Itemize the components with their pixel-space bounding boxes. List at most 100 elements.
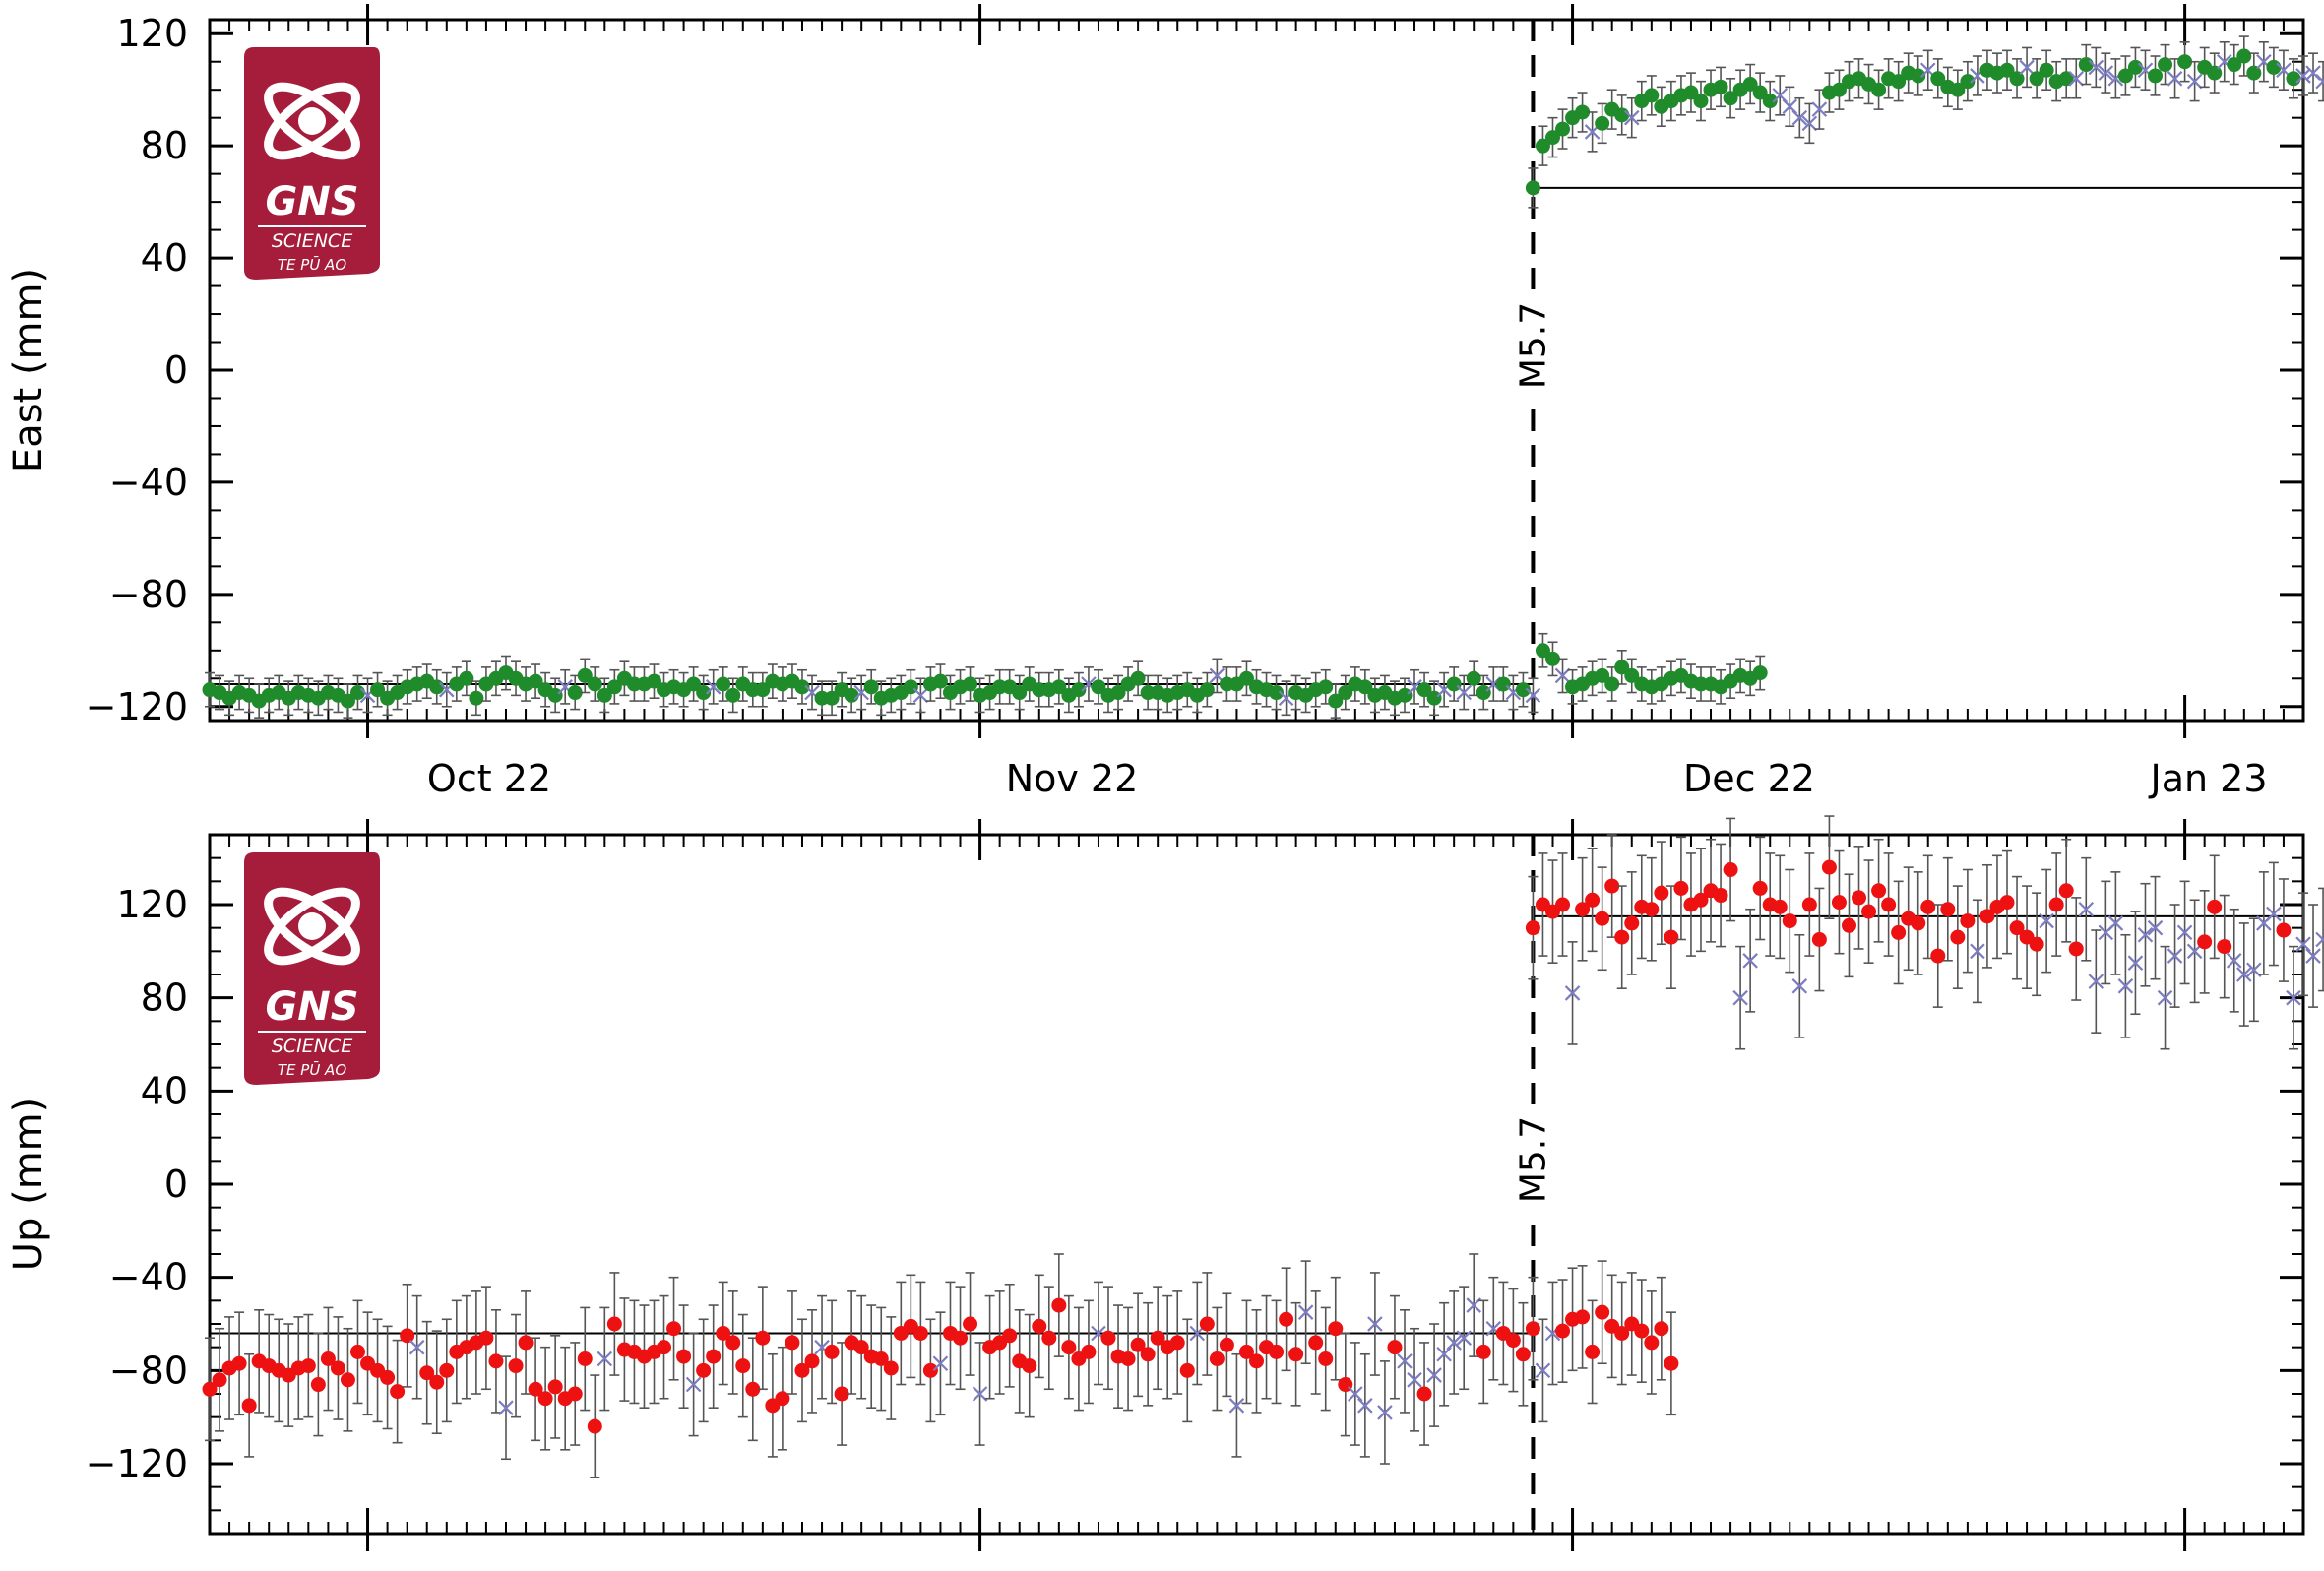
rejected-point bbox=[1970, 943, 1985, 960]
data-point bbox=[1555, 897, 1571, 912]
data-point bbox=[1130, 670, 1146, 686]
data-point bbox=[1871, 883, 1887, 899]
data-point bbox=[1634, 1323, 1650, 1339]
rejected-point bbox=[1407, 1372, 1422, 1388]
data-point bbox=[1950, 82, 1966, 97]
data-point bbox=[1644, 902, 1660, 917]
data-point bbox=[1269, 1344, 1285, 1359]
y-tick-label: −80 bbox=[109, 573, 188, 616]
rejected-point bbox=[2157, 989, 2173, 1006]
rejected-point bbox=[2295, 68, 2311, 84]
data-point bbox=[380, 1369, 396, 1385]
data-point bbox=[2266, 59, 2282, 75]
data-point bbox=[686, 676, 702, 692]
data-point bbox=[508, 1358, 524, 1374]
rejected-point bbox=[1791, 978, 1808, 994]
data-point bbox=[1387, 1340, 1403, 1355]
data-point bbox=[488, 1353, 504, 1369]
data-point bbox=[597, 687, 612, 703]
rejected-point bbox=[1367, 1316, 1383, 1332]
data-point bbox=[2286, 71, 2301, 87]
y-tick-label: 120 bbox=[116, 883, 188, 926]
data-point bbox=[1318, 1351, 1334, 1366]
data-point bbox=[1693, 94, 1709, 109]
data-point bbox=[1831, 895, 1847, 911]
data-point bbox=[1644, 88, 1660, 103]
data-point bbox=[1238, 1344, 1254, 1359]
data-point bbox=[469, 690, 484, 706]
data-point bbox=[1960, 74, 1976, 90]
data-point bbox=[1515, 682, 1531, 698]
y-tick-label: −120 bbox=[86, 1442, 188, 1485]
data-point bbox=[1051, 1297, 1067, 1313]
rejected-point bbox=[2117, 978, 2134, 994]
rejected-point bbox=[1801, 115, 1818, 132]
data-point bbox=[1595, 1304, 1610, 1320]
data-point bbox=[1288, 1347, 1304, 1362]
data-point bbox=[1979, 909, 1995, 924]
data-point bbox=[1891, 74, 1907, 90]
data-point bbox=[567, 1386, 583, 1402]
data-point bbox=[212, 1372, 227, 1388]
data-point bbox=[1752, 880, 1768, 896]
data-point bbox=[2207, 899, 2223, 914]
data-point bbox=[1723, 91, 1738, 106]
plot-frame bbox=[208, 18, 2305, 723]
data-point bbox=[1219, 1337, 1234, 1352]
rejected-point bbox=[2147, 919, 2164, 936]
data-point bbox=[2127, 59, 2143, 75]
data-point bbox=[429, 679, 445, 695]
rejected-point bbox=[1426, 1367, 1442, 1383]
data-point bbox=[1644, 1335, 1660, 1351]
data-point bbox=[2158, 57, 2173, 73]
month-label: Dec 22 bbox=[1683, 757, 1815, 800]
data-point bbox=[1199, 1316, 1215, 1332]
data-point bbox=[706, 1349, 722, 1364]
y-tick-label: −80 bbox=[109, 1349, 188, 1392]
data-point bbox=[1723, 862, 1738, 877]
data-point bbox=[1150, 1330, 1165, 1346]
data-point bbox=[1999, 895, 2015, 911]
data-point bbox=[1199, 682, 1215, 698]
rejected-point bbox=[912, 687, 929, 704]
rejected-point bbox=[2098, 65, 2114, 81]
event-label-background bbox=[1509, 1105, 1557, 1214]
data-point bbox=[1535, 138, 1550, 154]
data-point bbox=[1693, 892, 1709, 908]
data-point bbox=[1169, 1335, 1185, 1351]
rejected-point bbox=[2286, 989, 2301, 1006]
rejected-point bbox=[1436, 1346, 1452, 1362]
data-point bbox=[1022, 1358, 1037, 1374]
data-point bbox=[1920, 899, 1936, 914]
data-point bbox=[400, 1328, 415, 1344]
data-point bbox=[2217, 939, 2232, 955]
data-point bbox=[1911, 915, 1926, 931]
data-point bbox=[231, 1355, 247, 1371]
rejected-point bbox=[1535, 1362, 1551, 1379]
data-point bbox=[1416, 1386, 1432, 1402]
data-point bbox=[696, 685, 712, 701]
data-point bbox=[1555, 121, 1571, 137]
data-point bbox=[1940, 902, 1956, 917]
data-point bbox=[1811, 932, 1827, 947]
data-point bbox=[1505, 1333, 1521, 1349]
rejected-point bbox=[2266, 906, 2282, 922]
rejected-point bbox=[1742, 953, 1758, 969]
month-label: Nov 22 bbox=[1006, 757, 1139, 800]
data-point bbox=[419, 1365, 435, 1381]
rejected-point bbox=[972, 1386, 988, 1402]
rejected-point bbox=[1623, 109, 1640, 126]
data-point bbox=[1930, 71, 1946, 87]
data-point bbox=[1466, 670, 1481, 686]
month-label: Jan 23 bbox=[2148, 757, 2267, 800]
logo-core bbox=[298, 912, 326, 940]
data-point bbox=[1871, 82, 1887, 97]
data-point bbox=[1841, 917, 1856, 933]
data-point bbox=[1544, 130, 1560, 146]
data-point bbox=[2058, 71, 2074, 87]
data-point bbox=[853, 1340, 869, 1355]
data-point bbox=[1120, 1351, 1136, 1366]
data-point bbox=[824, 1344, 840, 1359]
data-point bbox=[1575, 104, 1591, 120]
data-point bbox=[1673, 880, 1689, 896]
